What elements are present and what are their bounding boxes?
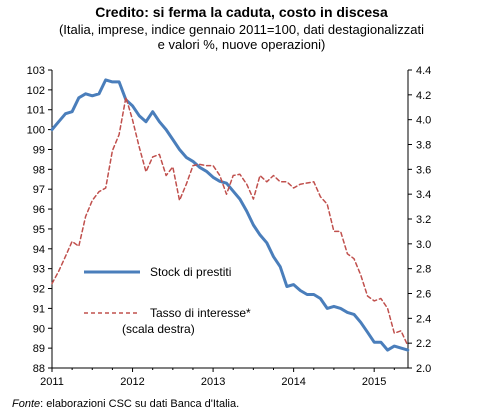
- subtitle-line-1: (Italia, imprese, indice gennaio 2011=10…: [58, 22, 425, 37]
- series-line-stock-di-prestiti: [50, 78, 410, 352]
- legend-label-stock: Stock di prestiti: [150, 265, 231, 279]
- y-left-tick-label: 93: [33, 264, 45, 276]
- chart-legend: Stock di prestiti Tasso di interesse* (sca…: [84, 265, 251, 336]
- y-right-tick-label: 3.6: [416, 164, 431, 176]
- y-right-tick-label: 2.2: [416, 338, 431, 350]
- y-right-tick-label: 4.2: [416, 90, 431, 102]
- y-left-tick-label: 101: [27, 105, 45, 117]
- source-note: Fonte: elaborazioni CSC su dati Banca d'…: [12, 398, 239, 410]
- y-right-tick-label: 4.0: [416, 115, 431, 127]
- y-left-tick-label: 98: [33, 164, 45, 176]
- y-left-tick-label: 99: [33, 144, 45, 156]
- x-tick-label: 2012: [120, 376, 144, 388]
- chart-subtitle: (Italia, imprese, indice gennaio 2011=10…: [0, 22, 483, 52]
- legend-label-tasso: Tasso di interesse*: [150, 306, 251, 320]
- y-left-tick-label: 103: [27, 65, 45, 77]
- chart-axes: 88 89 90 91 92 93 94 95 96 97 98 99 100 101 102 103 2.0 2…: [27, 65, 432, 388]
- y-right-tick-label: 3.8: [416, 140, 431, 152]
- subtitle-line-2: e valori %, nuove operazioni): [157, 37, 326, 52]
- y-left-tick-label: 88: [33, 363, 45, 375]
- series-line-tasso-di-interesse: [51, 96, 409, 347]
- y-left-tick-label: 89: [33, 343, 45, 355]
- chart-lines: [50, 78, 410, 352]
- y-left-tick-label: 102: [27, 85, 45, 97]
- y-left-tick-label: 92: [33, 284, 45, 296]
- y-right-tick-label: 3.2: [416, 214, 431, 226]
- y-left-tick-label: 97: [33, 184, 45, 196]
- y-right-tick-label: 2.0: [416, 363, 431, 375]
- y-right-tick-label: 3.4: [416, 189, 431, 201]
- y-left-tick-label: 90: [33, 323, 45, 335]
- x-tick-label: 2014: [281, 376, 305, 388]
- x-tick-label: 2015: [362, 376, 386, 388]
- source-text: : elaborazioni CSC su dati Banca d'Itali…: [40, 398, 240, 410]
- x-tick-label: 2011: [40, 376, 64, 388]
- y-right-tick-label: 2.6: [416, 289, 431, 301]
- y-left-tick-label: 94: [33, 244, 45, 256]
- y-right-tick-label: 3.0: [416, 239, 431, 251]
- y-left-tick-label: 91: [33, 303, 45, 315]
- y-right-tick-label: 2.4: [416, 313, 431, 325]
- y-left-tick-label: 96: [33, 204, 45, 216]
- chart-title: Credito: si ferma la caduta, costo in di…: [95, 4, 388, 20]
- y-right-tick-label: 4.4: [416, 65, 431, 77]
- y-left-tick-label: 95: [33, 224, 45, 236]
- y-left-tick-label: 100: [27, 125, 45, 137]
- legend-label-tasso-scale: (scala destra): [122, 322, 195, 336]
- y-right-tick-label: 2.8: [416, 264, 431, 276]
- source-label: Fonte: [12, 398, 41, 410]
- x-tick-label: 2013: [201, 376, 225, 388]
